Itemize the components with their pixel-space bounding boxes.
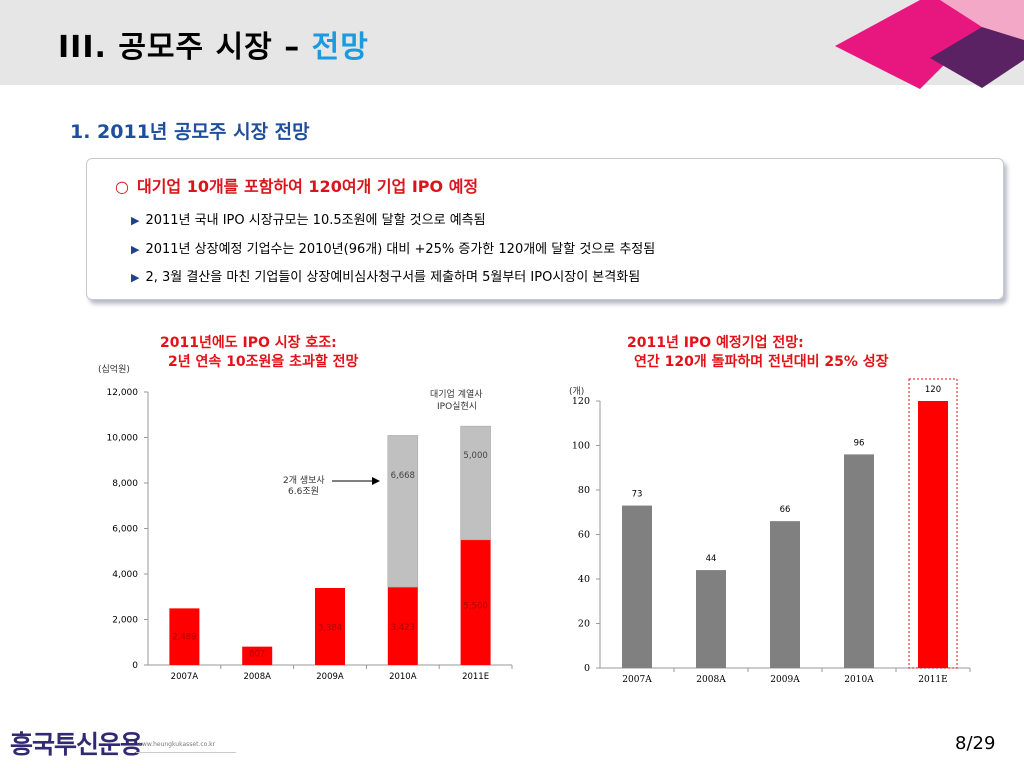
left-x-tick-label: 2007A — [171, 672, 199, 682]
left-bar-value-label: 2,489 — [172, 633, 196, 643]
right-x-tick-label: 2010A — [844, 675, 874, 685]
right-y-tick-label: 60 — [578, 530, 590, 541]
left-bar-value-label: 807 — [249, 650, 265, 660]
left-x-tick-label: 2011E — [462, 672, 489, 682]
left-bar-value-label: 3,384 — [318, 623, 342, 633]
highlight-dashed-box — [908, 378, 958, 669]
magenta-diamond-shape — [835, 0, 982, 89]
right-y-tick-label: 40 — [578, 574, 590, 585]
arrow-note-line2: 6.6조원 — [288, 487, 319, 497]
right-bar-value-label: 44 — [706, 554, 717, 564]
pink-diamond-shape — [940, 0, 1024, 42]
right-bar-value-label: 66 — [780, 505, 791, 515]
right-bar — [844, 454, 874, 668]
triangle-bullet-icon: ▶ — [131, 243, 140, 256]
summary-bullet-text: 2, 3월 결산을 마친 기업들이 상장예비심사청구서를 제출하며 5월부터 I… — [145, 270, 641, 285]
right-chart-unit: (개) — [569, 387, 585, 397]
right-chart-caption-line1: 2011년 IPO 예정기업 전망: — [627, 335, 804, 351]
left-bar-segment — [460, 425, 491, 541]
right-y-tick-label: 120 — [572, 396, 590, 407]
right-y-tick-label: 0 — [584, 663, 590, 674]
left-bar-value-label: 6,668 — [391, 471, 415, 481]
left-y-tick-label: 0 — [132, 661, 138, 671]
right-bar-value-label: 73 — [632, 490, 643, 500]
left-chart-caption-line2: 2년 연속 10조원을 초과할 전망 — [168, 354, 359, 370]
triangle-bullet-icon: ▶ — [131, 271, 140, 284]
page-title-main: III. 공모주 시장 – — [58, 30, 312, 65]
right-y-tick-label: 80 — [578, 485, 590, 496]
right-bar-value-label: 120 — [925, 385, 941, 395]
left-y-tick-label: 10,000 — [107, 434, 139, 444]
right-bar — [622, 505, 652, 668]
right-bar-value-label: 96 — [854, 438, 865, 448]
legend-note-line2: IPO실현시 — [437, 402, 478, 412]
left-x-tick-label: 2009A — [316, 672, 344, 682]
left-chart-unit: (십억원) — [98, 365, 130, 375]
right-x-tick-label: 2011E — [918, 675, 947, 685]
left-x-tick-label: 2010A — [389, 672, 417, 682]
left-bar-segment — [387, 587, 418, 665]
right-bar — [696, 570, 726, 668]
left-bar-segment — [242, 646, 273, 665]
left-bar-segment — [460, 539, 491, 665]
left-x-tick-label: 2008A — [243, 672, 271, 682]
summary-bullet-3: ▶ 2, 3월 결산을 마친 기업들이 상장예비심사청구서를 제출하며 5월부터 … — [131, 266, 640, 285]
triangle-bullet-icon: ▶ — [131, 214, 140, 227]
right-x-tick-label: 2007A — [622, 675, 652, 685]
company-url: www.heungkukasset.co.kr — [137, 741, 216, 748]
summary-bullet-text: 2011년 상장예정 기업수는 2010년(96개) 대비 +25% 증가한 1… — [145, 242, 656, 257]
left-chart-caption-line1: 2011년에도 IPO 시장 호조: — [160, 335, 337, 351]
left-bar-segment — [315, 588, 345, 665]
left-y-tick-label: 2,000 — [112, 616, 138, 626]
left-y-tick-label: 6,000 — [112, 525, 138, 535]
footer-divider — [136, 752, 236, 753]
left-y-tick-label: 4,000 — [112, 570, 138, 580]
right-chart-caption-line2: 연간 120개 돌파하며 전년대비 25% 성장 — [634, 354, 889, 370]
summary-bullet-1: ▶ 2011년 국내 IPO 시장규모는 10.5조원에 달할 것으로 예측됨 — [131, 209, 486, 228]
header-diamond-decoration — [835, 0, 1024, 89]
left-y-tick-label: 12,000 — [107, 388, 139, 398]
right-x-tick-label: 2009A — [770, 675, 800, 685]
summary-headline-text: 대기업 10개를 포함하여 120여개 기업 IPO 예정 — [136, 177, 479, 196]
left-bar-value-label: 3,423 — [391, 623, 415, 633]
left-bar-segment — [387, 435, 419, 588]
right-y-tick-label: 20 — [578, 619, 590, 630]
arrow-head-icon — [372, 477, 380, 485]
right-y-tick-label: 100 — [572, 441, 590, 452]
company-logo: 흥국투신운용 — [10, 730, 143, 759]
legend-note-line1: 대기업 계열사 — [430, 390, 483, 400]
page-title: III. 공모주 시장 – 전망 — [58, 22, 369, 66]
arrow-note-line1: 2개 생보사 — [283, 476, 325, 486]
left-bar-value-label: 5,500 — [463, 602, 487, 612]
summary-bullet-2: ▶ 2011년 상장예정 기업수는 2010년(96개) 대비 +25% 증가한 … — [131, 238, 655, 257]
left-y-tick-label: 8,000 — [112, 479, 138, 489]
purple-diamond-shape — [930, 27, 1024, 88]
left-bar-value-label: 5,000 — [463, 451, 487, 461]
circle-bullet-icon: ○ — [115, 177, 129, 196]
page-number: 8/29 — [955, 733, 996, 754]
summary-bullet-text: 2011년 국내 IPO 시장규모는 10.5조원에 달할 것으로 예측됨 — [145, 213, 486, 228]
left-bar-segment — [169, 608, 200, 665]
page-title-accent: 전망 — [311, 30, 369, 65]
summary-box: ○ 대기업 10개를 포함하여 120여개 기업 IPO 예정 ▶ 2011년 국내… — [86, 158, 1004, 300]
right-bar — [918, 401, 948, 668]
summary-headline: ○ 대기업 10개를 포함하여 120여개 기업 IPO 예정 — [115, 173, 478, 197]
section-heading: 1. 2011년 공모주 시장 전망 — [70, 121, 310, 143]
right-x-tick-label: 2008A — [696, 675, 726, 685]
right-bar — [770, 521, 800, 668]
